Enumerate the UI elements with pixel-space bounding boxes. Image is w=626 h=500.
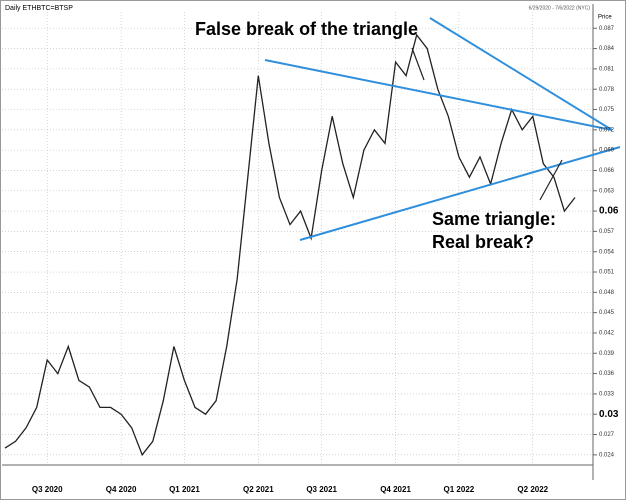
triangle-top (429, 17, 613, 131)
x-tick-label: Q4 2020 (106, 485, 137, 494)
date-range: 6/29/2020 - 7/6/2022 (NYC) (529, 5, 591, 11)
x-tick-label: Q3 2021 (306, 485, 337, 494)
y-tick-label: 0.024 (599, 452, 615, 458)
annotation: False break of the triangle (195, 19, 418, 39)
y-tick-label: 0.042 (599, 331, 615, 337)
triangle-lower (299, 146, 621, 241)
y-tick-label: 0.078 (599, 87, 615, 93)
x-tick-label: Q2 2022 (517, 485, 548, 494)
arrow (411, 47, 425, 81)
y-tick-label: 0.072 (599, 127, 615, 133)
price-line (4, 33, 576, 457)
x-tick-label: Q2 2021 (243, 485, 274, 494)
x-tick-label: Q1 2021 (169, 485, 200, 494)
annotation: Real break? (432, 232, 534, 252)
y-tick-label: 0.045 (599, 310, 615, 316)
y-tick-label: 0.06 (599, 206, 619, 217)
y-tick-label: 0.051 (599, 270, 615, 276)
y-tick-label: 0.054 (599, 249, 615, 255)
arrow (539, 159, 563, 201)
y-tick-label: 0.066 (599, 168, 615, 174)
y-tick-label: 0.048 (599, 290, 615, 296)
y-tick-label: 0.057 (599, 229, 615, 235)
y-tick-label: 0.069 (599, 148, 615, 154)
chart-title: Daily ETHBTC=BTSP (5, 5, 73, 12)
x-tick-label: Q4 2021 (380, 485, 411, 494)
y-tick-label: 0.084 (599, 46, 615, 52)
y-tick-label: 0.033 (599, 391, 615, 397)
y-tick-label: 0.075 (599, 107, 615, 113)
y-tick-label: 0.03 (599, 409, 619, 420)
x-tick-label: Q1 2022 (444, 485, 475, 494)
y-label: Price (598, 15, 612, 21)
y-tick-label: 0.027 (599, 432, 615, 438)
triangle-upper (264, 59, 613, 131)
y-tick-label: 0.036 (599, 371, 615, 377)
y-tick-label: 0.081 (599, 66, 615, 72)
x-tick-label: Q3 2020 (32, 485, 63, 494)
y-tick-label: 0.063 (599, 188, 615, 194)
y-tick-label: 0.087 (599, 26, 615, 32)
y-tick-label: 0.039 (599, 351, 615, 357)
annotation: Same triangle: (432, 209, 556, 229)
